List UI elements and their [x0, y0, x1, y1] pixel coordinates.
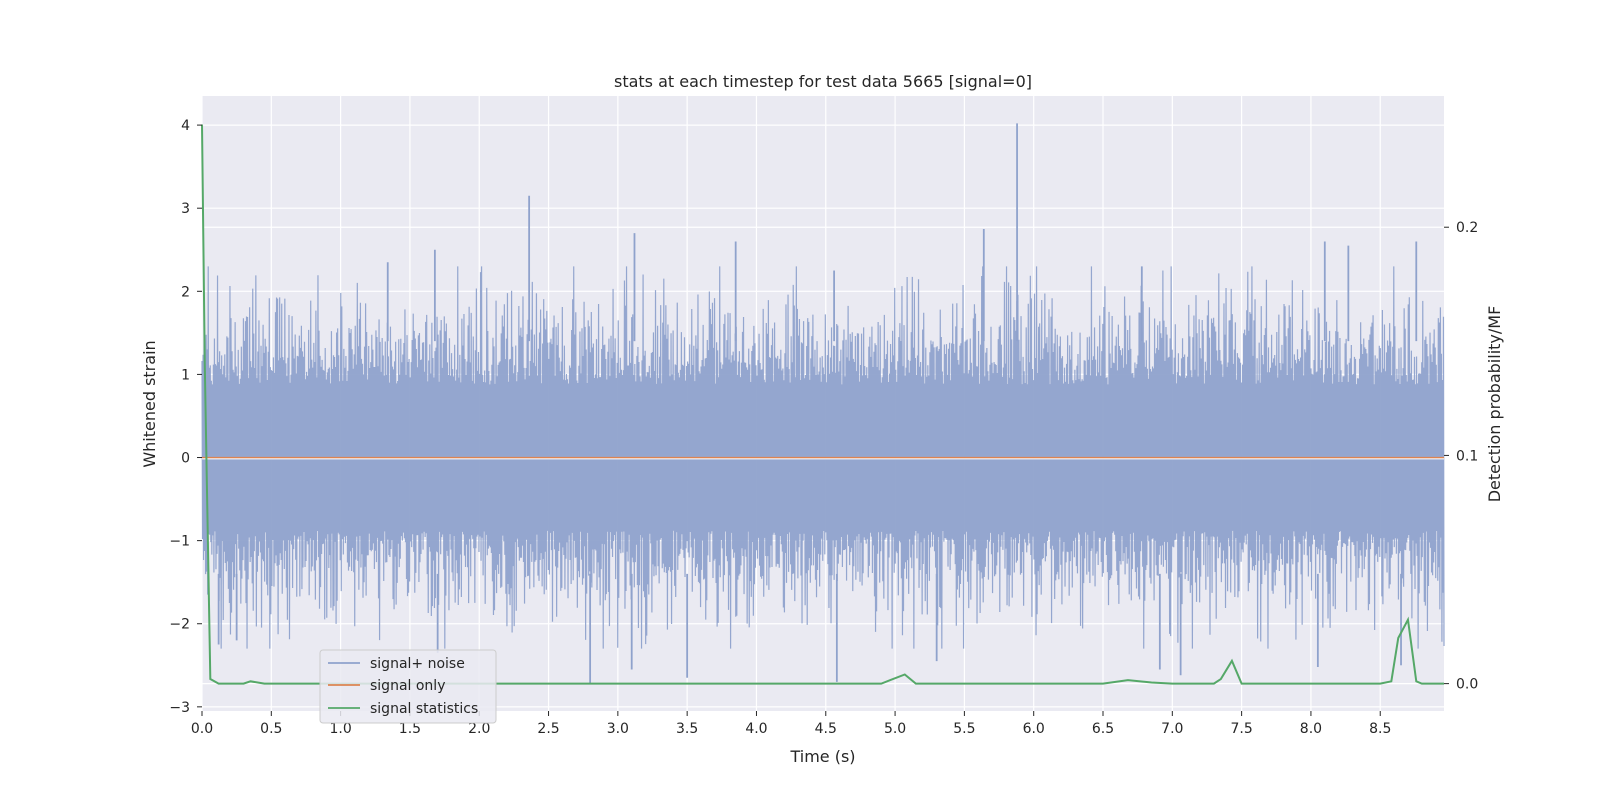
x-tick-label: 3.5 — [676, 721, 698, 737]
legend-label-signal-noise: signal+ noise — [370, 656, 465, 672]
chart-title: stats at each timestep for test data 566… — [614, 72, 1032, 91]
x-tick-label: 2.5 — [537, 721, 559, 737]
ticks: 0.0 0.5 1.0 1.5 2.0 2.5 3.0 3.5 4.0 4.5 5.0 5.5 6.0 6… — [169, 118, 1478, 737]
series-lines — [201, 124, 1444, 685]
x-tick-label: 7.0 — [1161, 721, 1183, 737]
y-tick-label: 1 — [181, 367, 190, 383]
x-tick-label: 4.5 — [815, 721, 837, 737]
y2-tick-label: 0.2 — [1456, 220, 1478, 236]
x-tick-label: 4.0 — [745, 721, 767, 737]
x-tick-label: 8.5 — [1369, 721, 1391, 737]
legend-box — [319, 649, 497, 724]
x-tick-label: 1.5 — [399, 721, 421, 737]
x-tick-label: 0.0 — [191, 721, 213, 737]
y-tick-label: −2 — [169, 617, 190, 633]
y2-tick-label: 0.0 — [1456, 677, 1478, 693]
x-tick-label: 7.5 — [1230, 721, 1252, 737]
y-tick-label: −3 — [169, 700, 190, 716]
x-tick-label: 6.5 — [1092, 721, 1114, 737]
y-tick-label: 3 — [181, 201, 190, 217]
series-signal-noise — [201, 123, 1445, 684]
y-tick-label: 2 — [181, 284, 190, 300]
x-tick-label: 0.5 — [260, 721, 282, 737]
signal-noise-line — [201, 266, 1445, 649]
y-tick-label: 4 — [181, 118, 190, 134]
x-tick-label: 2.0 — [468, 721, 490, 737]
x-tick-label: 1.0 — [329, 721, 351, 737]
y-tick-label: −1 — [169, 534, 190, 550]
x-tick-label: 5.5 — [953, 721, 975, 737]
x-tick-label: 6.0 — [1023, 721, 1045, 737]
legend-label-signal-only: signal only — [370, 678, 445, 694]
x-tick-label: 3.0 — [607, 721, 629, 737]
legend: signal+ noise signal only signal statist… — [319, 649, 497, 724]
x-tick-label: 5.0 — [884, 721, 906, 737]
legend-label-signal-statistics: signal statistics — [370, 701, 478, 717]
y2-axis-title: Detection probability/MF — [1485, 306, 1504, 503]
x-tick-label: 8.0 — [1300, 721, 1322, 737]
y-tick-label: 0 — [181, 451, 190, 467]
signal-statistics-line — [201, 124, 1444, 685]
x-axis-title: Time (s) — [789, 747, 855, 766]
y2-tick-label: 0.1 — [1456, 448, 1478, 464]
y-axis-title: Whitened strain — [140, 340, 159, 467]
